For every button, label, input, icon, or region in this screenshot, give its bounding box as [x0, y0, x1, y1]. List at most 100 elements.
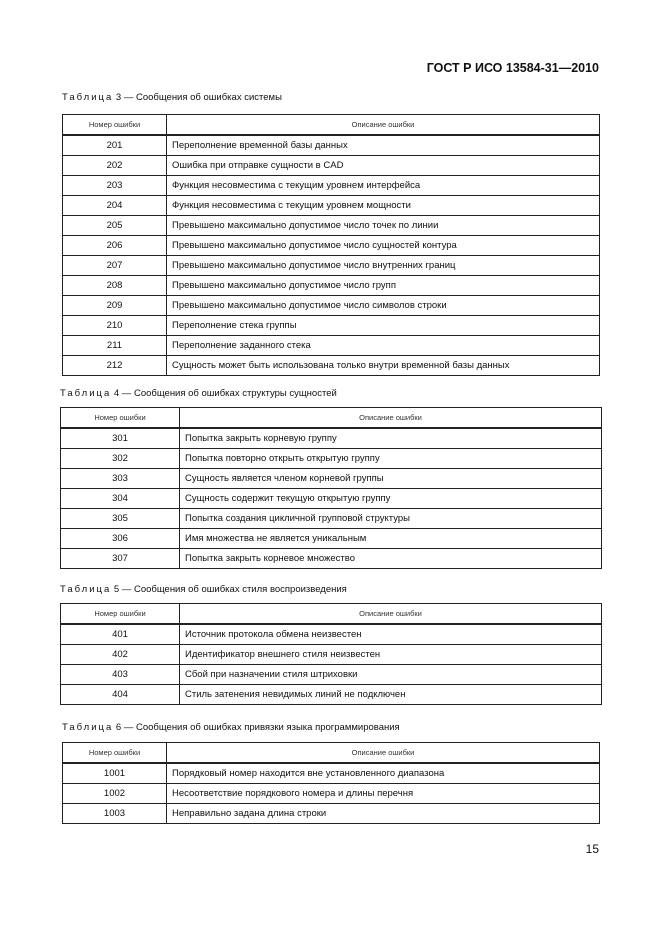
error-description: Источник протокола обмена неизвестен [179, 623, 602, 645]
error-number: 210 [62, 315, 167, 336]
column-header-number: Номер ошибки [62, 114, 167, 136]
error-description: Ошибка при отправке сущности в CAD [166, 155, 600, 176]
table-row: 201 Переполнение временной базы данных [62, 134, 600, 156]
table-caption: Таблица 3 — Сообщения об ошибках системы [62, 92, 282, 103]
column-header-description: Описание ошибки [179, 603, 602, 625]
error-number: 201 [62, 134, 167, 156]
error-number: 401 [60, 623, 180, 645]
table-row: 1001 Порядковый номер находится вне устан… [62, 762, 600, 784]
error-description: Попытка повторно открыть открытую группу [179, 448, 602, 469]
table-row: 208 Превышено максимально допустимое числ… [62, 275, 600, 296]
error-number: 207 [62, 255, 167, 276]
error-description: Попытка закрыть корневую группу [179, 427, 602, 449]
error-description: Попытка закрыть корневое множество [179, 548, 602, 569]
table-caption: Таблица 5 — Сообщения об ошибках стиля в… [60, 584, 347, 595]
column-header-description: Описание ошибки [166, 742, 600, 764]
table-caption-text: 3 — Сообщения об ошибках системы [115, 92, 282, 103]
table-row: 305 Попытка создания цикличной групповой … [60, 508, 602, 529]
table-row: 402 Идентификатор внешнего стиля неизвест… [60, 644, 602, 665]
error-description: Сущность содержит текущую открытую групп… [179, 488, 602, 509]
error-number: 1001 [62, 762, 167, 784]
error-description: Попытка создания цикличной групповой стр… [179, 508, 602, 529]
error-number: 208 [62, 275, 167, 296]
column-header-description: Описание ошибки [166, 114, 600, 136]
error-description: Порядковый номер находится вне установле… [166, 762, 600, 784]
table-row: 205 Превышено максимально допустимое числ… [62, 215, 600, 236]
error-number: 204 [62, 195, 167, 216]
table-caption-text: 5 — Сообщения об ошибках стиля воспроизв… [113, 584, 347, 595]
table-row: 301 Попытка закрыть корневую группу [60, 427, 602, 449]
error-table: Номер ошибки Описание ошибки 1001 Порядковы… [62, 742, 600, 824]
error-number: 305 [60, 508, 180, 529]
error-number: 209 [62, 295, 167, 316]
error-description: Стиль затенения невидимых линий не подкл… [179, 684, 602, 705]
error-number: 304 [60, 488, 180, 509]
error-number: 402 [60, 644, 180, 665]
table-row: 304 Сущность содержит текущую открытую гр… [60, 488, 602, 509]
table-caption: Таблица 4 — Сообщения об ошибках структу… [60, 388, 337, 399]
error-number: 306 [60, 528, 180, 549]
table-label: Таблица [60, 584, 112, 595]
error-description: Имя множества не является уникальным [179, 528, 602, 549]
table-row: 206 Превышено максимально допустимое числ… [62, 235, 600, 256]
error-number: 211 [62, 335, 167, 356]
table-label: Таблица [60, 388, 112, 399]
table-row: 202 Ошибка при отправке сущности в CAD [62, 155, 600, 176]
error-number: 403 [60, 664, 180, 685]
error-number: 404 [60, 684, 180, 705]
error-number: 302 [60, 448, 180, 469]
standard-designation: ГОСТ Р ИСО 13584-31—2010 [426, 61, 599, 75]
table-row: 404 Стиль затенения невидимых линий не по… [60, 684, 602, 705]
header-row: Номер ошибки Описание ошибки [62, 742, 600, 764]
error-description: Сущность может быть использована только … [166, 355, 600, 376]
column-header-number: Номер ошибки [62, 742, 167, 764]
error-description: Переполнение заданного стека [166, 335, 600, 356]
error-number: 206 [62, 235, 167, 256]
error-description: Превышено максимально допустимое число с… [166, 235, 600, 256]
error-description: Идентификатор внешнего стиля неизвестен [179, 644, 602, 665]
table-caption: Таблица 6 — Сообщения об ошибках привязк… [62, 722, 400, 733]
table-row: 302 Попытка повторно открыть открытую гру… [60, 448, 602, 469]
error-description: Переполнение временной базы данных [166, 134, 600, 156]
table-row: 210 Переполнение стека группы [62, 315, 600, 336]
error-description: Функция несовместима с текущим уровнем и… [166, 175, 600, 196]
table-label: Таблица [62, 722, 114, 733]
error-number: 205 [62, 215, 167, 236]
header-row: Номер ошибки Описание ошибки [62, 114, 600, 136]
error-description: Превышено максимально допустимое число в… [166, 255, 600, 276]
table-caption-text: 4 — Сообщения об ошибках структуры сущно… [113, 388, 337, 399]
error-number: 303 [60, 468, 180, 489]
error-description: Превышено максимально допустимое число т… [166, 215, 600, 236]
column-header-number: Номер ошибки [60, 407, 180, 429]
error-description: Превышено максимально допустимое число с… [166, 295, 600, 316]
table-row: 203 Функция несовместима с текущим уровне… [62, 175, 600, 196]
table-row: 1003 Неправильно задана длина строки [62, 803, 600, 824]
error-table: Номер ошибки Описание ошибки 401 Источник п… [60, 603, 602, 705]
error-number: 212 [62, 355, 167, 376]
table-row: 307 Попытка закрыть корневое множество [60, 548, 602, 569]
error-number: 1002 [62, 783, 167, 804]
table-row: 401 Источник протокола обмена неизвестен [60, 623, 602, 645]
table-row: 303 Сущность является членом корневой гру… [60, 468, 602, 489]
error-number: 307 [60, 548, 180, 569]
table-row: 212 Сущность может быть использована толь… [62, 355, 600, 376]
error-description: Сбой при назначении стиля штриховки [179, 664, 602, 685]
header-row: Номер ошибки Описание ошибки [60, 603, 602, 625]
error-number: 202 [62, 155, 167, 176]
page-number: 15 [585, 842, 599, 856]
table-row: 306 Имя множества не является уникальным [60, 528, 602, 549]
table-row: 207 Превышено максимально допустимое числ… [62, 255, 600, 276]
error-number: 203 [62, 175, 167, 196]
error-table: Номер ошибки Описание ошибки 301 Попытка за… [60, 407, 602, 569]
column-header-number: Номер ошибки [60, 603, 180, 625]
error-description: Превышено максимально допустимое число г… [166, 275, 600, 296]
error-description: Неправильно задана длина строки [166, 803, 600, 824]
error-description: Функция несовместима с текущим уровнем м… [166, 195, 600, 216]
table-row: 211 Переполнение заданного стека [62, 335, 600, 356]
table-row: 1002 Несоответствие порядкового номера и … [62, 783, 600, 804]
table-label: Таблица [62, 92, 114, 103]
header-row: Номер ошибки Описание ошибки [60, 407, 602, 429]
error-number: 301 [60, 427, 180, 449]
table-row: 403 Сбой при назначении стиля штриховки [60, 664, 602, 685]
